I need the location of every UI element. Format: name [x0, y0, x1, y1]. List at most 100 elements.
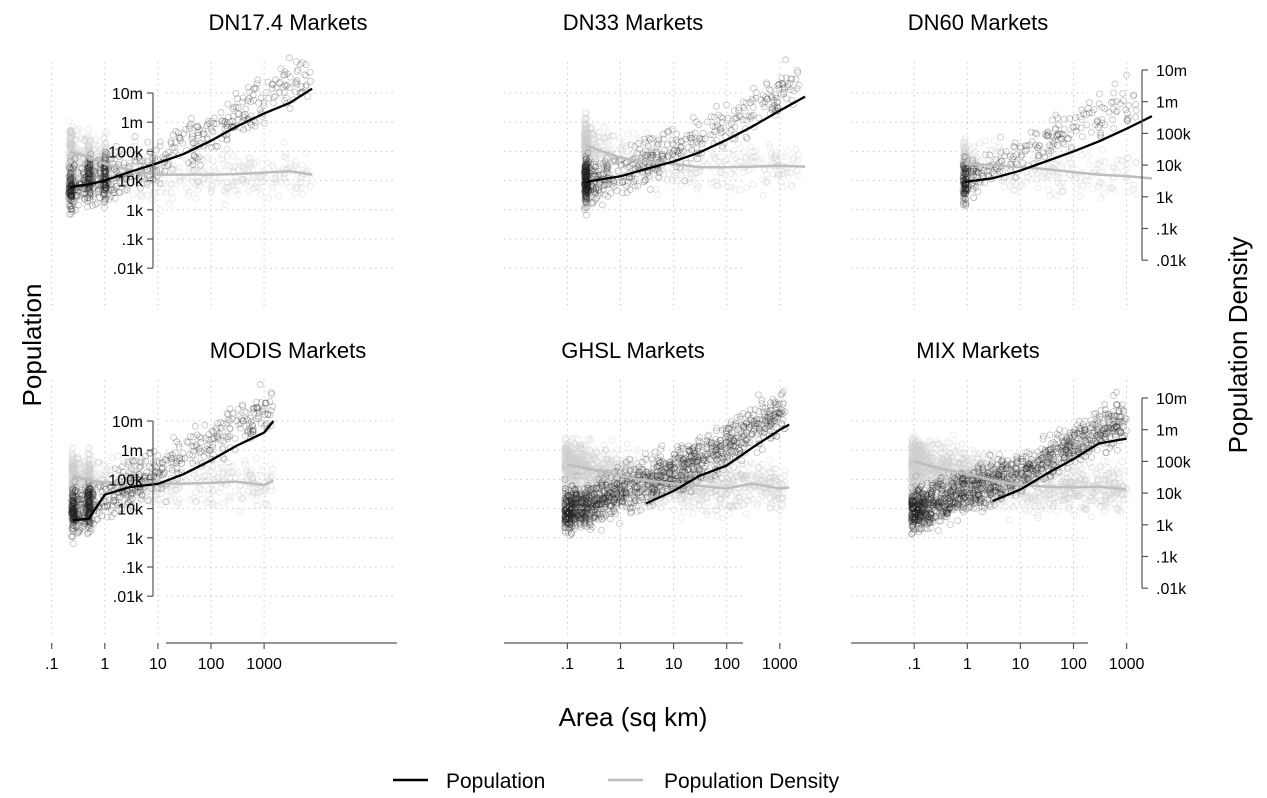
density-point [296, 174, 304, 182]
density-point [218, 155, 226, 163]
density-point [239, 164, 247, 171]
population-point [182, 126, 190, 133]
population-point [750, 84, 757, 92]
density-point [159, 180, 167, 187]
population-point [689, 114, 697, 121]
density-point [600, 123, 608, 131]
density-point [217, 176, 225, 184]
population-point [233, 95, 241, 103]
density-point [70, 167, 78, 175]
density-point [82, 157, 90, 165]
density-point [171, 165, 179, 173]
density-point [187, 156, 195, 164]
density-point [247, 163, 255, 171]
population-point [1060, 115, 1068, 123]
population-point [598, 201, 606, 209]
density-point [102, 146, 110, 153]
density-point [80, 170, 88, 178]
density-point [982, 137, 989, 145]
density-point [1033, 176, 1041, 184]
density-point [77, 146, 85, 154]
density-point [69, 155, 76, 163]
density-point [86, 136, 94, 144]
density-point [67, 126, 75, 134]
density-point [1124, 164, 1131, 172]
population-point [242, 105, 250, 113]
density-point [251, 171, 259, 179]
density-point [84, 126, 92, 133]
density-point [100, 150, 108, 158]
density-point [168, 180, 176, 188]
density-point [102, 151, 110, 159]
density-point [112, 179, 120, 187]
density-point [302, 179, 310, 187]
density-point [1085, 161, 1093, 169]
density-point [65, 117, 73, 125]
density-point [195, 177, 202, 185]
density-point [197, 495, 205, 503]
population-point [1111, 80, 1119, 88]
population-point [269, 403, 277, 410]
density-point [84, 146, 92, 154]
density-point [268, 162, 276, 169]
density-point [194, 186, 202, 194]
density-point [68, 157, 76, 165]
density-point [102, 166, 110, 174]
density-point [67, 153, 75, 160]
population-point [689, 139, 697, 147]
density-point [235, 158, 243, 166]
density-point [131, 159, 139, 167]
density-point [72, 163, 80, 171]
density-point [95, 165, 103, 173]
density-point [86, 147, 94, 155]
density-point [1073, 185, 1080, 193]
density-point [86, 141, 94, 149]
density-point [71, 135, 79, 143]
density-point [1053, 173, 1061, 181]
population-point [582, 211, 590, 219]
density-point [65, 134, 73, 142]
population-point [1078, 133, 1086, 141]
density-point [235, 165, 242, 173]
density-point [736, 186, 743, 194]
density-point [66, 138, 74, 146]
density-point [187, 163, 195, 171]
density-point [86, 147, 94, 155]
density-point [85, 161, 93, 168]
density-point [68, 139, 76, 147]
density-point [110, 148, 118, 156]
density-point [80, 146, 88, 154]
density-point [192, 194, 200, 202]
density-point [784, 147, 792, 155]
population-point [1110, 125, 1118, 132]
density-point [190, 166, 197, 174]
density-point [101, 140, 109, 148]
density-point [69, 164, 77, 172]
population-point [668, 125, 676, 133]
density-point [102, 156, 110, 164]
density-point [183, 184, 190, 192]
density-point [223, 178, 231, 186]
density-point [124, 184, 132, 192]
density-point [100, 134, 108, 142]
density-point [228, 177, 235, 185]
density-point [228, 182, 236, 190]
density-point [237, 162, 244, 170]
density-point [101, 135, 108, 142]
density-point [65, 128, 73, 136]
density-point [78, 134, 85, 141]
density-point [185, 191, 192, 199]
density-point [102, 140, 109, 148]
density-point [136, 192, 144, 199]
population-point [226, 405, 234, 413]
density-point [247, 160, 255, 168]
density-point [80, 136, 88, 144]
density-point [196, 182, 203, 190]
density-point [224, 185, 232, 192]
density-point [164, 185, 171, 193]
density-point [121, 186, 129, 194]
density-point [291, 190, 299, 197]
density-point [86, 160, 94, 167]
density-point [86, 160, 94, 168]
density-point [131, 151, 139, 159]
